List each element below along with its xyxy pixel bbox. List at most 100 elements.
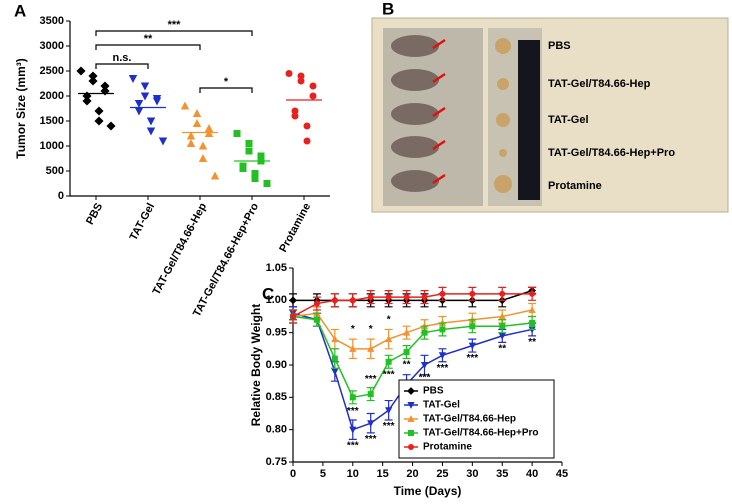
marker <box>408 444 414 450</box>
y-tick-label: 2000 <box>40 90 64 102</box>
x-axis-label: Time (Days) <box>394 484 462 498</box>
marker <box>88 76 98 86</box>
x-tick-label: Protamine <box>277 201 313 254</box>
marker <box>403 349 410 356</box>
marker <box>367 294 374 301</box>
marker <box>385 335 393 343</box>
annotation: ** <box>528 337 536 348</box>
significance-bracket <box>199 87 253 93</box>
photo-label: Protamine <box>548 180 602 192</box>
legend-box <box>398 379 555 459</box>
marker <box>420 362 429 369</box>
y-tick-label: 0 <box>58 190 64 202</box>
marker <box>251 170 259 177</box>
marker <box>289 296 297 305</box>
annotation: *** <box>466 353 478 364</box>
marker <box>180 101 190 110</box>
marker <box>331 368 339 376</box>
marker <box>245 147 253 155</box>
annotation: *** <box>365 374 377 385</box>
series-line <box>293 289 533 302</box>
y-axis-label: Tumor Size (mm³) <box>14 58 28 158</box>
legend-label: TAT-Gel/T84.66-Hep <box>423 414 516 425</box>
x-tick-label: 25 <box>436 468 448 480</box>
marker <box>499 290 506 297</box>
marker <box>349 344 357 352</box>
marker <box>106 121 116 131</box>
annotation: ** <box>403 360 411 371</box>
y-tick-label: 0.90 <box>266 359 287 371</box>
marker <box>499 323 506 330</box>
marker <box>349 394 356 401</box>
marker <box>385 407 393 415</box>
y-axis-label: Relative Body Weight <box>249 304 263 426</box>
significance-bracket <box>95 30 253 36</box>
annotation: *** <box>383 421 395 432</box>
annotation: * <box>387 314 391 325</box>
y-tick-label: 1.00 <box>266 294 287 306</box>
y-tick-label: 1.05 <box>266 262 287 274</box>
panel-letter: C <box>262 284 274 303</box>
series-line <box>292 312 533 431</box>
marker <box>402 328 411 336</box>
panel-letter: B <box>382 0 394 18</box>
significance-label: ** <box>144 33 153 45</box>
ruler <box>518 40 540 200</box>
marker <box>192 108 202 117</box>
annotation: *** <box>347 440 359 451</box>
marker <box>88 71 98 81</box>
marker <box>257 152 265 160</box>
x-tick-label: 10 <box>347 468 359 480</box>
series-line <box>292 315 533 399</box>
y-tick-label: 0.85 <box>266 391 287 403</box>
legend-label: PBS <box>423 386 444 397</box>
marker <box>407 387 415 395</box>
x-tick-label: 40 <box>526 468 538 480</box>
x-tick-label: 15 <box>377 468 389 480</box>
marker <box>529 290 536 297</box>
marker <box>233 130 241 137</box>
marker <box>251 175 259 182</box>
marker <box>291 107 299 115</box>
marker <box>239 165 247 172</box>
marker <box>82 96 92 106</box>
marker <box>140 92 150 101</box>
marker <box>198 153 208 162</box>
marker <box>263 180 271 187</box>
x-tick-label: 45 <box>556 468 568 480</box>
marker <box>210 171 220 180</box>
legend-label: TAT-Gel/T84.66-Hep+Pro <box>423 428 539 439</box>
marker <box>100 86 110 96</box>
legend-label: TAT-Gel <box>423 400 460 411</box>
significance-label: n.s. <box>113 52 132 64</box>
marker <box>313 300 320 307</box>
marker <box>297 72 305 80</box>
annotation: *** <box>365 434 377 445</box>
series-line <box>292 309 533 350</box>
significance-bracket <box>95 63 149 69</box>
y-tick-label: 500 <box>46 165 64 177</box>
marker <box>367 391 374 398</box>
x-tick-label: PBS <box>84 201 105 227</box>
marker <box>498 332 506 340</box>
marker <box>385 358 392 365</box>
annotation: *** <box>383 369 395 380</box>
y-tick-label: 3500 <box>40 15 64 27</box>
annotation: *** <box>347 406 359 417</box>
marker <box>285 70 293 77</box>
x-tick-label: TAT-Gel/T84.66-Hep <box>151 201 210 297</box>
photo: PBS TAT-Gel/T84.66-Hep TAT-Gel TAT-Gel/T… <box>371 17 729 213</box>
marker <box>291 112 299 120</box>
tumors <box>494 38 512 193</box>
legend-label: Protamine <box>423 442 472 453</box>
significance-bracket <box>95 44 201 50</box>
marker <box>245 140 253 147</box>
marker <box>421 329 428 336</box>
significance-label: *** <box>168 19 182 31</box>
photo-label: TAT-Gel <box>548 114 589 126</box>
x-tick-label: 20 <box>406 468 418 480</box>
y-tick-label: 3000 <box>40 40 64 52</box>
y-tick-label: 1000 <box>40 140 64 152</box>
marker <box>407 402 415 409</box>
marker <box>303 122 311 130</box>
